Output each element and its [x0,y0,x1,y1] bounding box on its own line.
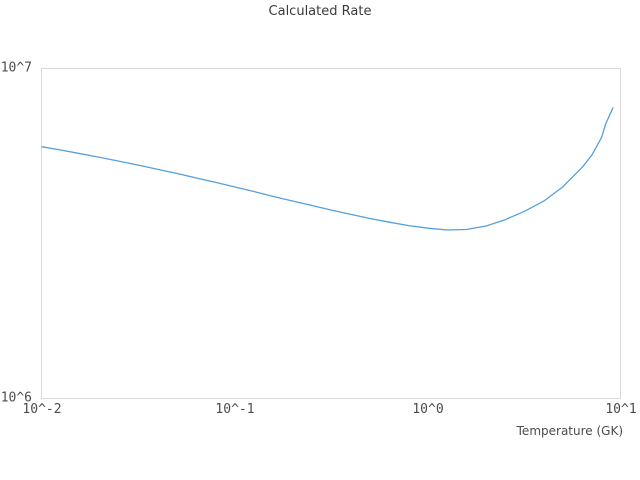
plot-border [41,68,621,399]
y-tick-label-1e6: 10^6 [0,390,32,406]
x-tick-label-1e1: 10^1 [605,402,637,417]
x-tick-label-1e-2: 10^-2 [22,402,62,417]
x-tick-label-1e0: 10^0 [412,402,444,417]
calculated-rate-curve [41,107,614,231]
x-axis-title: Temperature (GK) [516,424,623,438]
y-tick-label-1e7: 10^7 [0,60,32,76]
chart-title: Calculated Rate [268,4,372,19]
x-tick-label-1e-1: 10^-1 [215,402,255,417]
